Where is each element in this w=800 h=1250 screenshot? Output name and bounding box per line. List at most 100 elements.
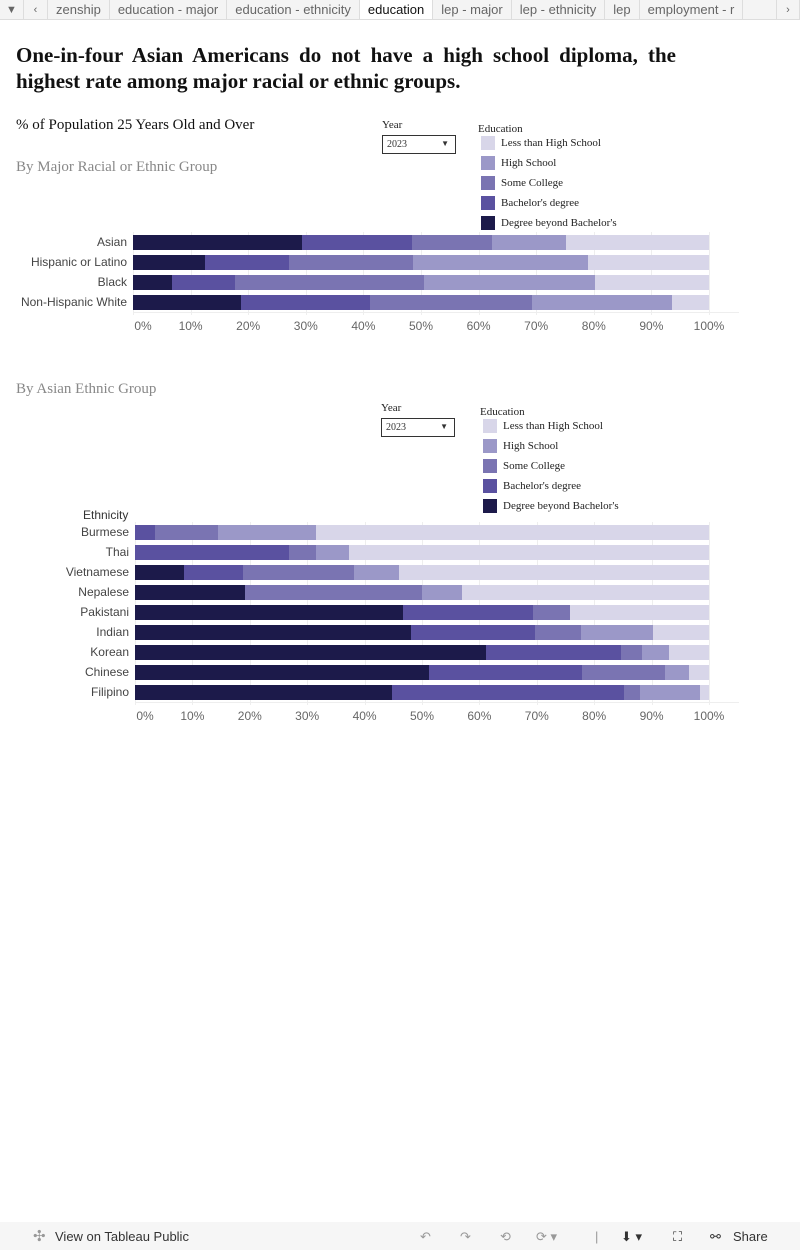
- tab-education-ethnicity[interactable]: education - ethnicity: [227, 0, 360, 19]
- legend-item[interactable]: Less than High School: [483, 419, 603, 433]
- bar-segment-less-than-high-school[interactable]: [461, 585, 709, 600]
- bar-segment-less-than-high-school[interactable]: [316, 525, 709, 540]
- bar-segment-degree-beyond-bachelor-s[interactable]: [135, 665, 430, 680]
- bar-segment-degree-beyond-bachelor-s[interactable]: [135, 605, 404, 620]
- year-filter-dropdown[interactable]: 2023 ▼: [382, 135, 456, 154]
- refresh-icon[interactable]: ⟳ ▾: [536, 1229, 558, 1244]
- bar-segment-high-school[interactable]: [354, 565, 400, 580]
- bar-segment-less-than-high-school[interactable]: [669, 645, 709, 660]
- bar-segment-less-than-high-school[interactable]: [399, 565, 709, 580]
- bar-segment-degree-beyond-bachelor-s[interactable]: [135, 645, 487, 660]
- bar-segment-high-school[interactable]: [316, 545, 349, 560]
- tab-lep[interactable]: lep: [605, 0, 640, 19]
- bar-segment-some-college[interactable]: [289, 545, 317, 560]
- bar-segment-bachelor-s-degree[interactable]: [429, 665, 583, 680]
- bar-segment-high-school[interactable]: [491, 235, 566, 250]
- bar-segment-some-college[interactable]: [411, 235, 492, 250]
- bar-segment-degree-beyond-bachelor-s[interactable]: [133, 235, 302, 250]
- bar-segment-less-than-high-school[interactable]: [688, 665, 709, 680]
- bar-segment-bachelor-s-degree[interactable]: [403, 605, 533, 620]
- bar-segment-high-school[interactable]: [532, 295, 673, 310]
- tab-employment-r[interactable]: employment - r: [640, 0, 744, 19]
- bar-segment-high-school[interactable]: [664, 665, 689, 680]
- bar-segment-less-than-high-school[interactable]: [569, 605, 709, 620]
- bar-segment-bachelor-s-degree[interactable]: [410, 625, 536, 640]
- bar-segment-some-college[interactable]: [155, 525, 219, 540]
- bar-segment-some-college[interactable]: [532, 605, 570, 620]
- bar-segment-degree-beyond-bachelor-s[interactable]: [133, 255, 205, 270]
- bar-segment-high-school[interactable]: [422, 585, 462, 600]
- bar-segment-bachelor-s-degree[interactable]: [184, 565, 243, 580]
- bar-segment-less-than-high-school[interactable]: [652, 625, 709, 640]
- bar-segment-less-than-high-school[interactable]: [565, 235, 709, 250]
- bar-segment-bachelor-s-degree[interactable]: [301, 235, 412, 250]
- year-filter-dropdown[interactable]: 2023 ▼: [381, 418, 455, 437]
- legend-label: High School: [501, 157, 557, 169]
- bar-segment-bachelor-s-degree[interactable]: [241, 295, 371, 310]
- legend-item[interactable]: Degree beyond Bachelor's: [481, 216, 617, 230]
- bar-segment-some-college[interactable]: [289, 255, 413, 270]
- bar-segment-some-college[interactable]: [535, 625, 581, 640]
- bar-segment-bachelor-s-degree[interactable]: [135, 525, 156, 540]
- redo-icon[interactable]: ↷: [460, 1229, 471, 1244]
- legend-label: Some College: [503, 460, 566, 472]
- bar-segment-degree-beyond-bachelor-s[interactable]: [135, 565, 185, 580]
- share-icon[interactable]: ⚯: [710, 1229, 721, 1244]
- bar-segment-degree-beyond-bachelor-s[interactable]: [133, 295, 242, 310]
- bar-segment-high-school[interactable]: [640, 685, 700, 700]
- bar-segment-some-college[interactable]: [242, 565, 355, 580]
- bar-segment-bachelor-s-degree[interactable]: [135, 545, 290, 560]
- legend-swatch: [483, 499, 497, 513]
- bar-segment-some-college[interactable]: [582, 665, 665, 680]
- tab-scroll-left-icon[interactable]: ‹: [24, 0, 48, 19]
- legend-item[interactable]: Bachelor's degree: [481, 196, 579, 210]
- chart-subtitle: % of Population 25 Years Old and Over: [16, 117, 255, 133]
- legend-item[interactable]: Bachelor's degree: [483, 479, 581, 493]
- bar-segment-some-college[interactable]: [245, 585, 422, 600]
- bar-segment-high-school[interactable]: [218, 525, 317, 540]
- bar-segment-some-college[interactable]: [620, 645, 643, 660]
- bar-segment-some-college[interactable]: [234, 275, 424, 290]
- bar-segment-degree-beyond-bachelor-s[interactable]: [135, 625, 411, 640]
- tab-lep-major[interactable]: lep - major: [433, 0, 512, 19]
- bar-segment-bachelor-s-degree[interactable]: [172, 275, 235, 290]
- undo-icon[interactable]: ↶: [420, 1229, 431, 1244]
- tab-lep-ethnicity[interactable]: lep - ethnicity: [512, 0, 606, 19]
- bar-segment-bachelor-s-degree[interactable]: [205, 255, 290, 270]
- legend-item[interactable]: High School: [481, 156, 556, 170]
- tab-education[interactable]: education: [359, 0, 434, 19]
- revert-icon[interactable]: ⟲: [500, 1229, 511, 1244]
- bar-segment-degree-beyond-bachelor-s[interactable]: [133, 275, 173, 290]
- legend-swatch: [483, 419, 497, 433]
- bar-segment-degree-beyond-bachelor-s[interactable]: [135, 685, 393, 700]
- tab-zenship[interactable]: zenship: [48, 0, 110, 19]
- bar-segment-degree-beyond-bachelor-s[interactable]: [135, 585, 246, 600]
- bar-segment-less-than-high-school[interactable]: [348, 545, 709, 560]
- fullscreen-icon[interactable]: ⛶: [673, 1229, 683, 1244]
- bar-segment-less-than-high-school[interactable]: [672, 295, 709, 310]
- legend-item[interactable]: Degree beyond Bachelor's: [483, 499, 619, 513]
- legend-item[interactable]: Some College: [483, 459, 565, 473]
- bar-segment-less-than-high-school[interactable]: [588, 255, 709, 270]
- x-tick-label: 40%: [352, 709, 377, 723]
- tab-menu-icon[interactable]: ▼: [0, 0, 24, 19]
- bar-segment-some-college[interactable]: [370, 295, 533, 310]
- download-icon[interactable]: ⬇ ▾: [621, 1229, 643, 1244]
- bar-segment-high-school[interactable]: [423, 275, 595, 290]
- tab-scroll-right-icon[interactable]: ›: [776, 0, 800, 19]
- bar-segment-bachelor-s-degree[interactable]: [392, 685, 625, 700]
- tab-education-major[interactable]: education - major: [110, 0, 228, 19]
- bar-segment-some-college[interactable]: [624, 685, 641, 700]
- bar-segment-less-than-high-school[interactable]: [699, 685, 709, 700]
- bar-segment-high-school[interactable]: [580, 625, 653, 640]
- bar-segment-high-school[interactable]: [412, 255, 589, 270]
- bar-segment-high-school[interactable]: [642, 645, 670, 660]
- bar-segment-less-than-high-school[interactable]: [594, 275, 709, 290]
- legend-item[interactable]: High School: [483, 439, 558, 453]
- legend-item[interactable]: Less than High School: [481, 136, 601, 150]
- tableau-logo-icon: ✣: [33, 1228, 46, 1245]
- legend-item[interactable]: Some College: [481, 176, 563, 190]
- share-button[interactable]: Share: [733, 1229, 768, 1244]
- bar-segment-bachelor-s-degree[interactable]: [486, 645, 621, 660]
- view-on-tableau-link[interactable]: View on Tableau Public: [55, 1229, 189, 1244]
